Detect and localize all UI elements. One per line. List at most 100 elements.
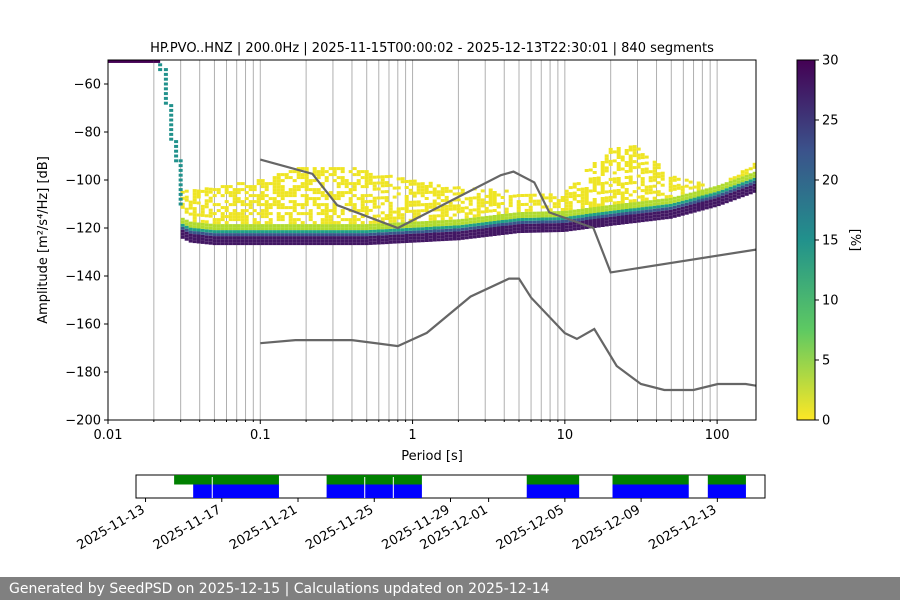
psd-cell — [376, 232, 381, 236]
psd-cell — [464, 230, 469, 234]
psd-cell — [244, 230, 249, 234]
psd-cell — [716, 203, 721, 207]
psd-cell — [356, 209, 361, 213]
psd-cell — [528, 193, 533, 197]
psd-cell — [360, 197, 365, 201]
psd-cell — [372, 229, 377, 233]
psd-cell — [240, 212, 245, 216]
psd-cell — [744, 168, 749, 172]
psd-cell — [508, 204, 513, 208]
psd-cell — [408, 233, 413, 237]
psd-cell — [300, 224, 305, 228]
psd-cell — [752, 189, 756, 193]
psd-cell — [292, 191, 297, 195]
psd-cell — [700, 207, 705, 211]
psd-cell — [480, 222, 485, 226]
psd-cell — [376, 235, 381, 239]
psd-cell — [192, 219, 197, 223]
psd-cell — [548, 220, 553, 224]
psd-cell — [292, 233, 297, 237]
psd-cell — [516, 215, 521, 219]
psd-cell — [424, 188, 429, 191]
psd-cell — [332, 206, 337, 210]
psd-cell — [684, 211, 689, 215]
psd-cell — [512, 194, 517, 198]
psd-cell — [324, 176, 329, 180]
psd-cell — [232, 200, 237, 204]
psd-cell — [280, 188, 285, 192]
psd-cell — [208, 241, 213, 245]
psd-cell — [296, 242, 301, 246]
psd-cell — [708, 190, 713, 194]
psd-cell — [584, 202, 589, 205]
psd-cell — [736, 195, 741, 199]
psd-cell — [169, 123, 174, 127]
psd-cell — [304, 224, 309, 228]
psd-cell — [344, 236, 349, 240]
psd-cell — [336, 233, 341, 237]
psd-cell — [364, 173, 369, 177]
psd-cell — [232, 191, 237, 195]
psd-cell — [604, 205, 609, 209]
psd-cell — [324, 194, 329, 198]
psd-cell — [592, 222, 597, 225]
psd-cell — [436, 223, 441, 227]
psd-cell — [324, 212, 329, 216]
psd-cell — [424, 203, 429, 206]
psd-cell — [620, 194, 625, 198]
psd-cell — [328, 242, 333, 246]
psd-cell — [328, 215, 333, 219]
psd-cell — [344, 203, 349, 207]
psd-cell — [440, 229, 445, 233]
psd-cell — [184, 189, 189, 193]
psd-cell — [604, 211, 609, 215]
psd-cell — [564, 210, 569, 214]
psd-cell — [608, 183, 613, 187]
psd-cell — [740, 176, 745, 180]
psd-cell — [360, 170, 365, 174]
psd-cell — [612, 150, 617, 154]
psd-cell — [236, 200, 241, 204]
psd-cell — [472, 229, 477, 233]
psd-cell — [416, 185, 421, 189]
psd-cell — [608, 177, 613, 181]
psd-cell — [232, 230, 237, 234]
psd-cell — [232, 188, 237, 192]
psd-cell — [676, 213, 681, 217]
psd-cell — [368, 199, 373, 203]
psd-cell — [356, 173, 361, 177]
psd-cell — [220, 224, 225, 228]
psd-cell — [316, 212, 321, 216]
psd-cell — [196, 225, 201, 229]
psd-cell — [752, 171, 756, 175]
psd-cell — [272, 239, 277, 243]
psd-cell — [464, 224, 469, 228]
psd-cell — [604, 181, 609, 185]
psd-cell — [236, 218, 241, 222]
psd-cell — [604, 169, 609, 173]
psd-cell — [324, 209, 329, 213]
psd-cell — [720, 192, 725, 196]
psd-cell — [648, 209, 653, 213]
psd-cell — [680, 191, 685, 195]
psd-cell — [600, 185, 605, 188]
psd-cell — [648, 188, 653, 192]
psd-cell — [368, 223, 373, 227]
psd-cell — [492, 203, 497, 206]
psd-cell — [264, 227, 269, 231]
psd-cell — [580, 190, 585, 194]
psd-cell — [372, 199, 377, 203]
psd-cell — [272, 227, 277, 231]
psd-cell — [356, 239, 361, 243]
psd-cell — [432, 235, 437, 239]
psd-cell — [504, 225, 509, 229]
psd-cell — [616, 213, 621, 216]
psd-cell — [332, 227, 337, 231]
psd-cell — [312, 167, 317, 171]
psd-cell — [644, 212, 649, 216]
psd-cell — [448, 234, 453, 238]
psd-cell — [192, 228, 197, 232]
psd-cell — [196, 195, 201, 199]
psd-cell — [158, 63, 163, 67]
psd-cell — [588, 222, 593, 226]
